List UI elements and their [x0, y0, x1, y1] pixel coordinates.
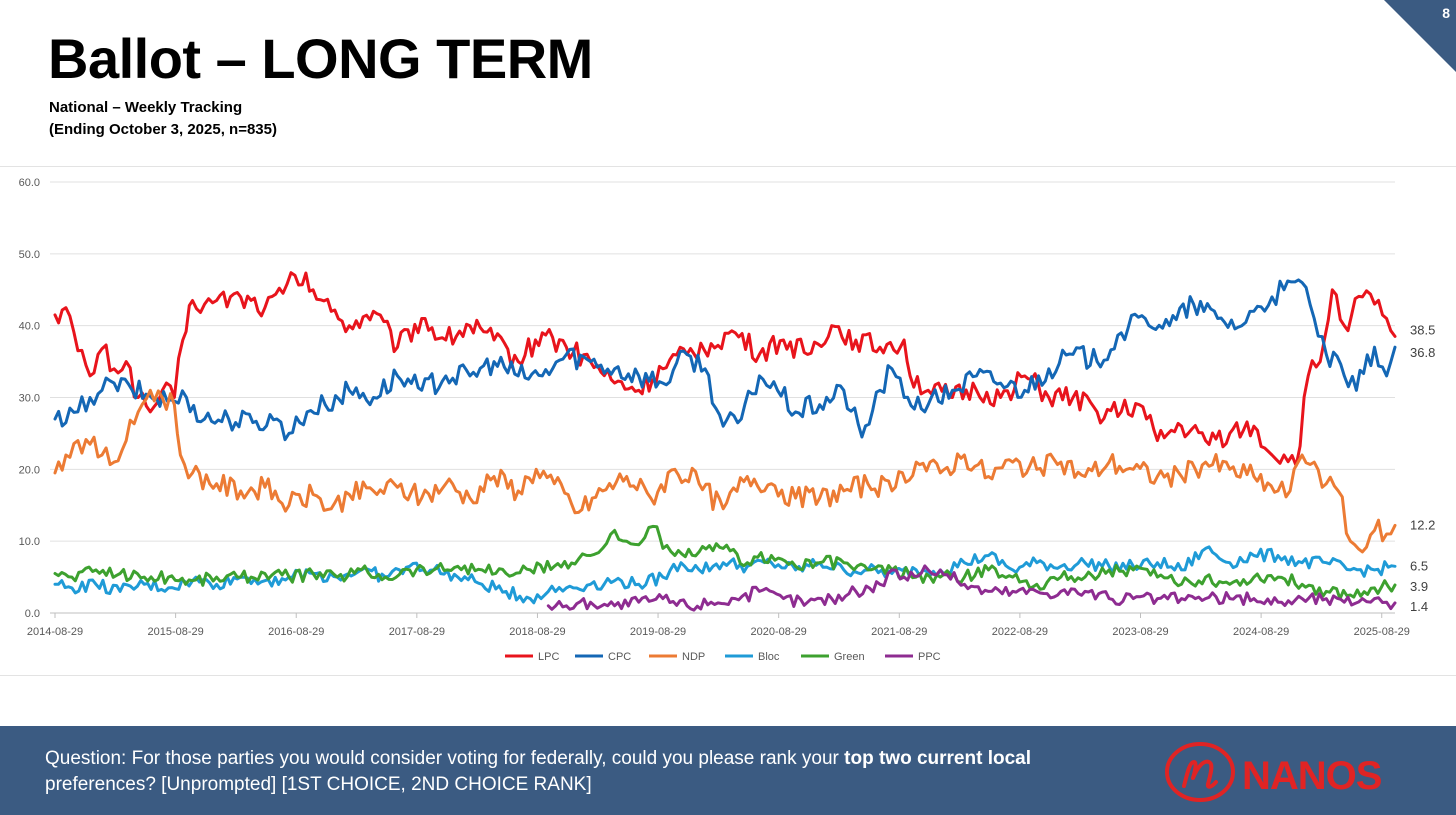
x-tick-label: 2025-08-29	[1354, 626, 1410, 638]
y-tick-label: 10.0	[19, 536, 40, 548]
legend-label-ndp: NDP	[682, 651, 705, 663]
y-tick-label: 50.0	[19, 249, 40, 261]
x-tick-label: 2020-08-29	[751, 626, 807, 638]
x-tick-label: 2023-08-29	[1112, 626, 1168, 638]
end-label-ndp: 12.2	[1410, 517, 1435, 532]
x-tick-label: 2019-08-29	[630, 626, 686, 638]
line-chart: 0.0 10.0 20.0 30.0 40.0 50.0 60.0 2014-08-29 201…	[19, 177, 1436, 663]
legend-label-bloc: Bloc	[758, 651, 780, 663]
end-label-cpc: 36.8	[1410, 345, 1435, 360]
nanos-logo: NANOS	[1164, 742, 1384, 802]
y-tick-label: 30.0	[19, 393, 40, 405]
subtitle-tracking: National – Weekly Tracking	[49, 99, 243, 116]
footer-bar: Question: For those parties you would co…	[0, 726, 1456, 815]
end-label-ppc: 1.4	[1410, 599, 1428, 614]
x-tick-label: 2022-08-29	[992, 626, 1048, 638]
series-line-green	[53, 524, 1397, 601]
question-bold: top two current local	[844, 748, 1031, 769]
end-label-bloc: 6.5	[1410, 558, 1428, 573]
x-tick-label: 2021-08-29	[871, 626, 927, 638]
legend-label-lpc: LPC	[538, 651, 559, 663]
legend-label-green: Green	[834, 651, 865, 663]
chart-top-border	[0, 166, 1456, 167]
question-part1: Question: For those parties you would co…	[45, 748, 845, 769]
series-line-cpc	[53, 278, 1397, 442]
end-label-green: 3.9	[1410, 579, 1428, 594]
page-number: 8	[1442, 5, 1450, 21]
x-tick-label: 2014-08-29	[27, 626, 83, 638]
chart-bottom-border	[0, 675, 1456, 676]
x-tick-label: 2017-08-29	[389, 626, 445, 638]
page-title: Ballot – LONG TERM	[48, 27, 593, 90]
x-tick-label: 2016-08-29	[268, 626, 324, 638]
x-tick-label: 2024-08-29	[1233, 626, 1289, 638]
y-tick-label: 20.0	[19, 464, 40, 476]
series-line-lpc	[53, 271, 1397, 468]
question-part2: preferences? [Unprompted] [1ST CHOICE, 2…	[45, 774, 592, 795]
corner-flag	[1384, 0, 1456, 72]
series-line-ppc	[546, 564, 1397, 612]
legend-label-cpc: CPC	[608, 651, 631, 663]
chart-area: 0.0 10.0 20.0 30.0 40.0 50.0 60.0 2014-08-29 201…	[0, 166, 1456, 676]
x-tick-label: 2015-08-29	[147, 626, 203, 638]
x-tick-label: 2018-08-29	[509, 626, 565, 638]
y-tick-label: 0.0	[25, 608, 40, 620]
nanos-logo-icon	[1165, 742, 1235, 802]
y-tick-label: 40.0	[19, 321, 40, 333]
question-text: Question: For those parties you would co…	[45, 746, 1125, 798]
series-line-bloc	[53, 545, 1397, 605]
end-label-lpc: 38.5	[1410, 322, 1435, 337]
nanos-logo-text: NANOS	[1242, 754, 1382, 798]
series-line-ndp	[53, 388, 1397, 554]
subtitle-sample: (Ending October 3, 2025, n=835)	[49, 121, 277, 138]
legend-label-ppc: PPC	[918, 651, 941, 663]
y-tick-label: 60.0	[19, 177, 40, 189]
